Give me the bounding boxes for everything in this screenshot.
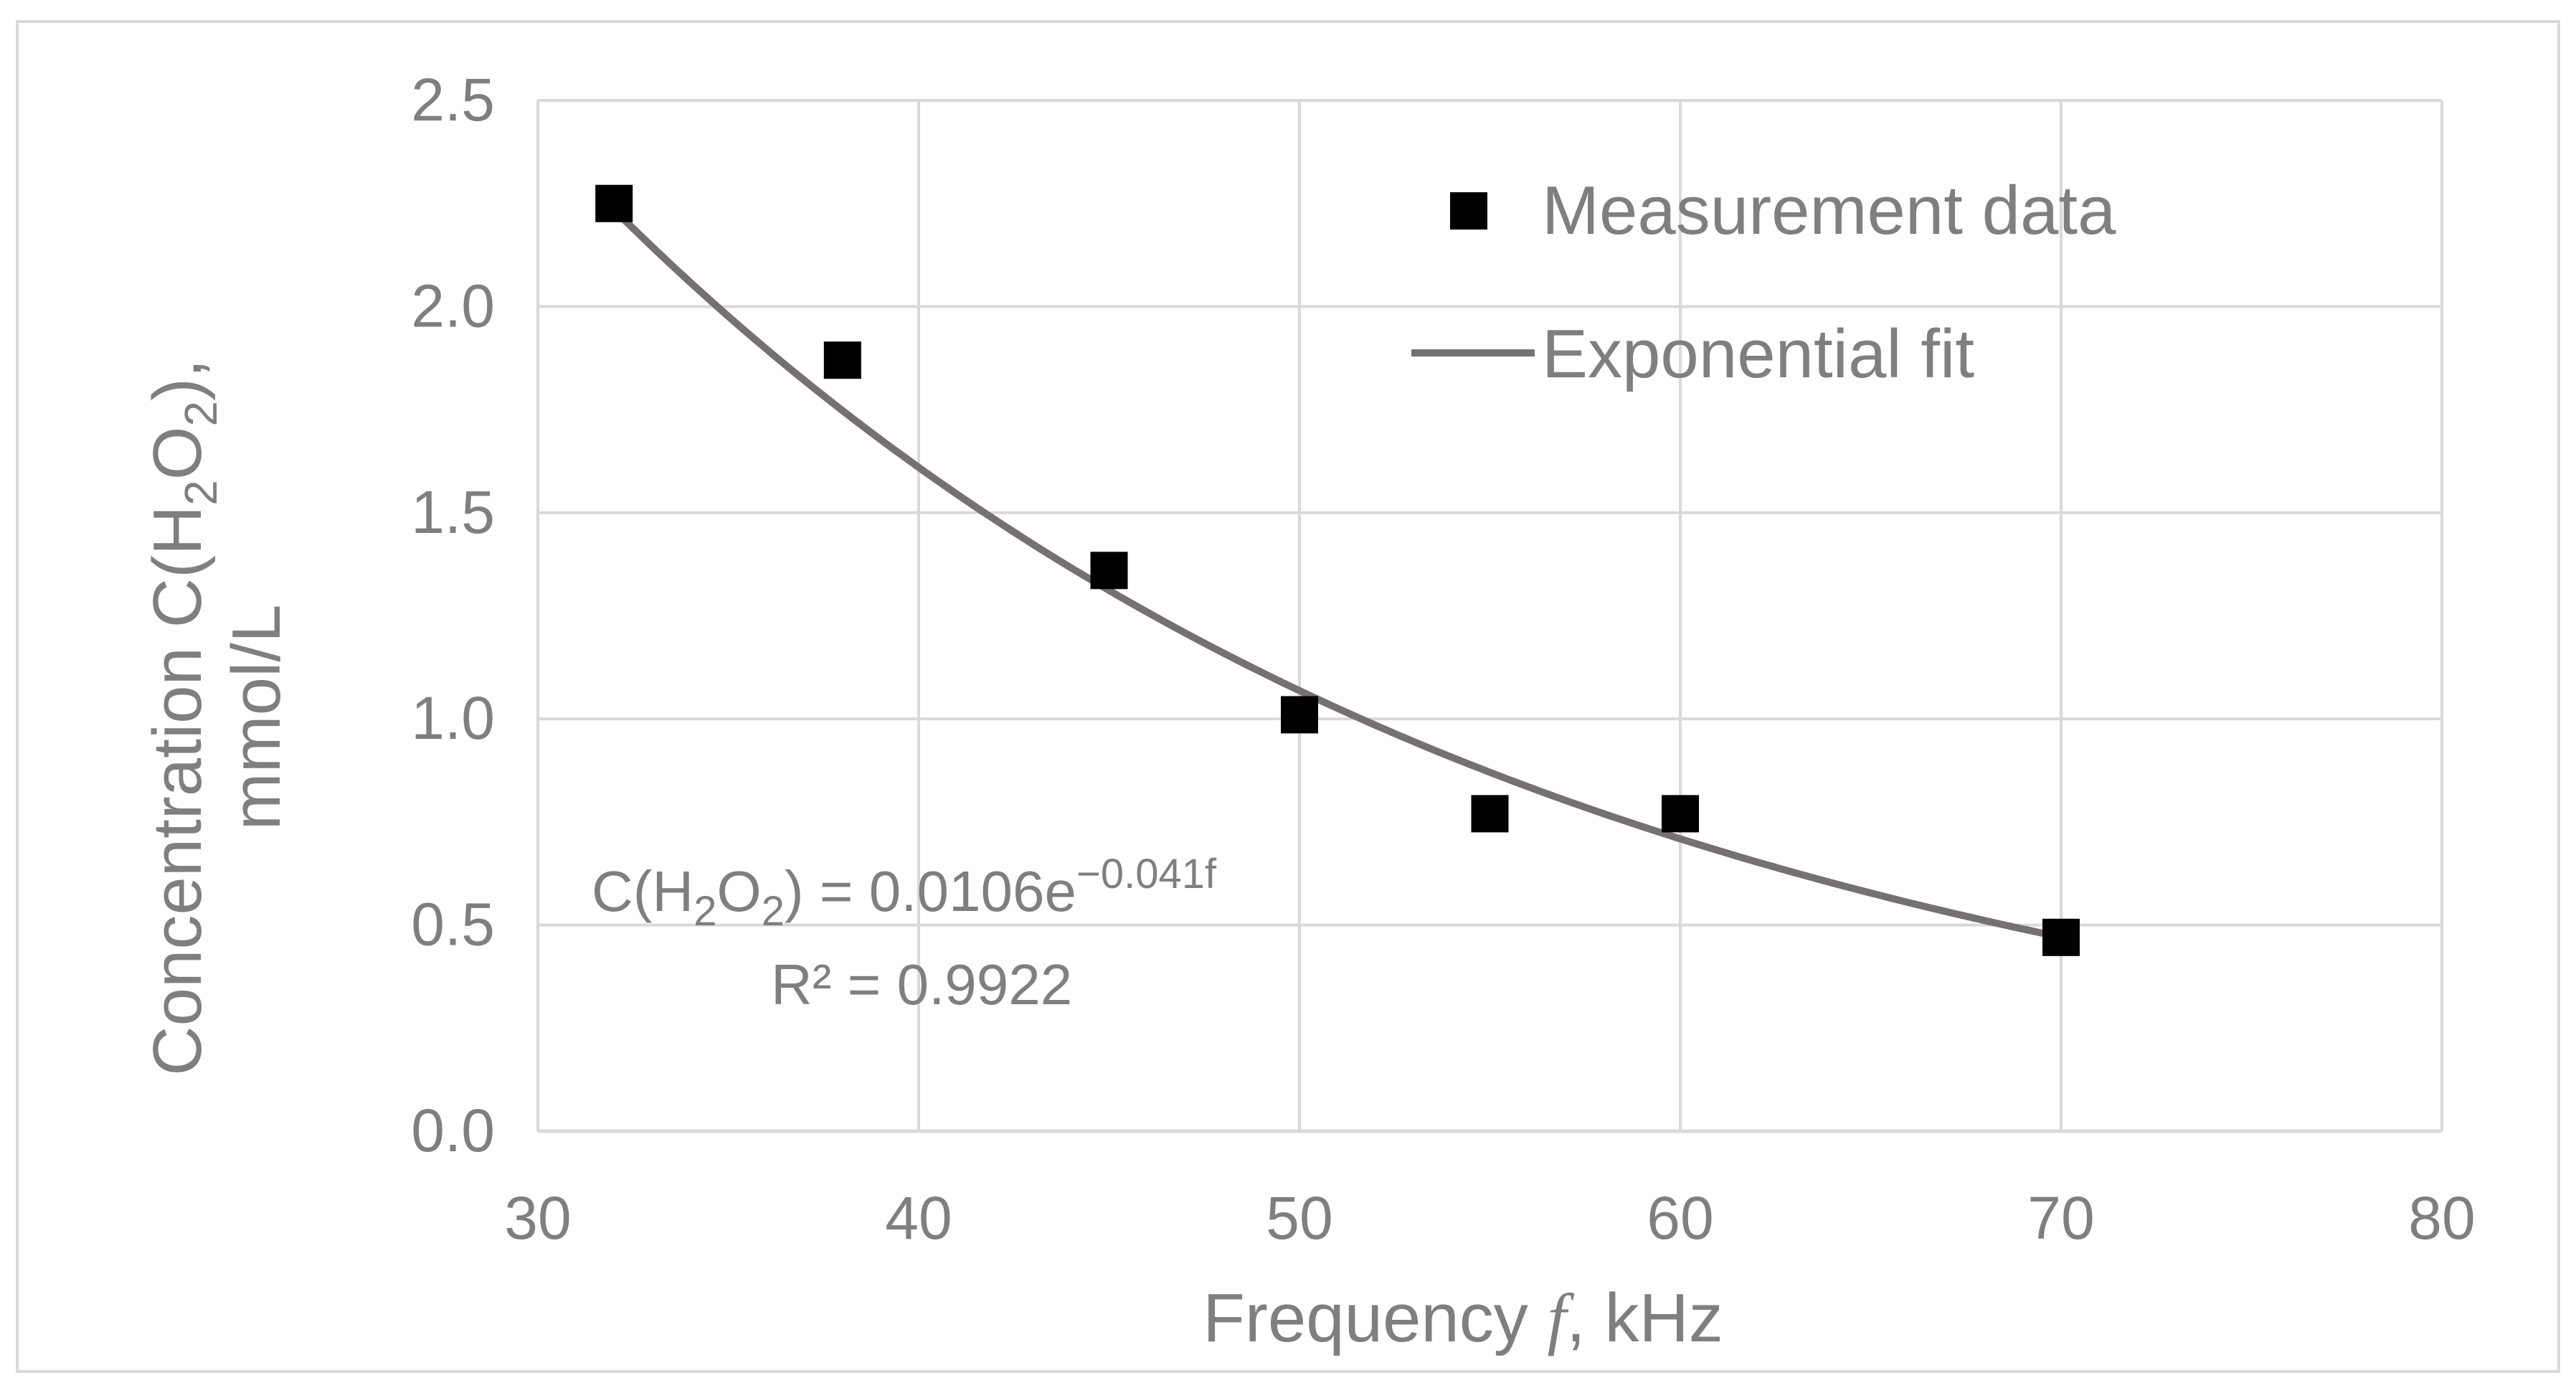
x-tick-label: 60 [1647,1184,1713,1252]
fit-equation: C(H2O2) = 0.0106e−0.041f R² = 0.9922 [592,851,1217,1016]
data-point [2042,918,2080,956]
y-tick-label: 0.0 [411,1097,495,1164]
y-tick-label: 2.5 [411,66,495,133]
equation-text: C(H2O2) = 0.0106e−0.041f [592,851,1217,935]
x-tick-label: 50 [1266,1184,1332,1252]
data-point [1662,795,1699,833]
data-point [1090,552,1128,590]
data-point [1471,795,1509,833]
y-tick-label: 2.0 [411,272,495,339]
y-tick-label: 1.0 [411,684,495,752]
legend-label-measurement: Measurement data [1542,172,2116,249]
legend-marker-measurement [1450,192,1487,230]
y-tick-label: 0.5 [411,891,495,958]
fit-layer [610,206,2065,941]
x-tick-label: 30 [504,1184,571,1252]
tick-labels: 0.0 0.5 1.0 1.5 2.0 2.5 30 40 50 60 70 80 [411,66,2476,1252]
fit-curve [610,206,2065,941]
r-squared-text: R² = 0.9922 [771,953,1072,1016]
x-axis-title: Frequency f, kHz [1203,1280,1723,1356]
legend: Measurement data Exponential fit [1411,172,2116,392]
grid [536,99,2443,1131]
y-tick-label: 1.5 [411,478,495,546]
y-axis-title: Concentration C(H2O2), mmol/L [139,359,295,1076]
data-point [823,341,861,379]
x-tick-label: 70 [2027,1184,2094,1252]
legend-label-fit: Exponential fit [1542,316,1974,392]
y-axis-title-line1: Concentration C(H2O2), [139,359,227,1076]
data-point [595,184,633,222]
data-point [1281,696,1318,734]
x-tick-label: 40 [885,1184,952,1252]
x-tick-label: 80 [2408,1184,2475,1252]
marker-layer [595,184,2080,956]
y-axis-title-line2: mmol/L [218,605,295,831]
